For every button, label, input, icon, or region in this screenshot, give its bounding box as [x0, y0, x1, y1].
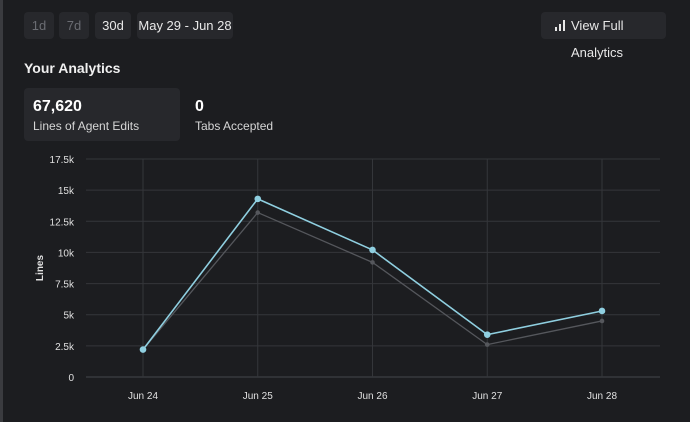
timeframe-1d-button[interactable]: 1d [24, 12, 54, 39]
y-axis-label: Lines [35, 255, 46, 282]
data-point-secondary[interactable] [599, 318, 605, 324]
y-tick-label: 17.5k [50, 155, 75, 166]
y-tick-label: 15k [58, 186, 75, 197]
stat-card-tabs-accepted: 0 Tabs Accepted [186, 88, 336, 141]
x-axis-ticks: Jun 24 Jun 25 Jun 26 Jun 27 Jun 28 [128, 391, 617, 402]
date-range-button[interactable]: May 29 - Jun 28 [137, 12, 233, 39]
window-edge [0, 0, 3, 422]
view-full-analytics-button[interactable]: View Full Analytics [541, 12, 666, 60]
stat-value: 0 [195, 98, 204, 115]
lines-chart: 0 2.5k 5k 7.5k 10k 12.5k 15k 17.5k Jun 24 Jun 25… [35, 155, 660, 402]
y-tick-label: 2.5k [55, 342, 75, 353]
y-tick-label: 7.5k [55, 280, 75, 291]
data-point-primary[interactable] [598, 307, 606, 315]
x-tick-label: Jun 25 [243, 391, 273, 402]
y-tick-label: 5k [63, 311, 75, 322]
stat-value: 67,620 [33, 98, 82, 115]
y-tick-label: 0 [68, 373, 74, 384]
y-axis-ticks: 0 2.5k 5k 7.5k 10k 12.5k 15k 17.5k [50, 155, 75, 384]
bar-chart-icon [555, 20, 565, 31]
timeframe-30d-button[interactable]: 30d [95, 12, 131, 39]
view-full-analytics-label: View Full Analytics [571, 18, 624, 60]
data-point-secondary[interactable] [255, 210, 261, 215]
y-tick-label: 12.5k [50, 217, 75, 228]
x-tick-label: Jun 28 [587, 391, 617, 402]
chart-series [139, 195, 606, 353]
x-tick-label: Jun 24 [128, 391, 158, 402]
data-point-secondary[interactable] [370, 260, 375, 265]
timeframe-toolbar: 1d 7d 30d May 29 - Jun 28 View Full Anal… [24, 12, 666, 60]
data-point-primary[interactable] [483, 331, 491, 338]
data-point-primary[interactable] [369, 246, 376, 254]
timeframe-7d-button[interactable]: 7d [59, 12, 89, 39]
chart-grid [86, 158, 660, 378]
data-point-primary[interactable] [254, 195, 262, 203]
analytics-title: Your Analytics [24, 60, 121, 76]
x-tick-label: Jun 27 [472, 391, 502, 402]
data-point-secondary[interactable] [484, 342, 490, 347]
stat-label: Tabs Accepted [195, 119, 274, 133]
data-point-primary[interactable] [139, 346, 147, 353]
stat-card-agent-edits: 67,620 Lines of Agent Edits [24, 88, 180, 141]
stat-label: Lines of Agent Edits [33, 119, 140, 133]
y-tick-label: 10k [58, 248, 75, 259]
x-tick-label: Jun 26 [357, 391, 387, 402]
